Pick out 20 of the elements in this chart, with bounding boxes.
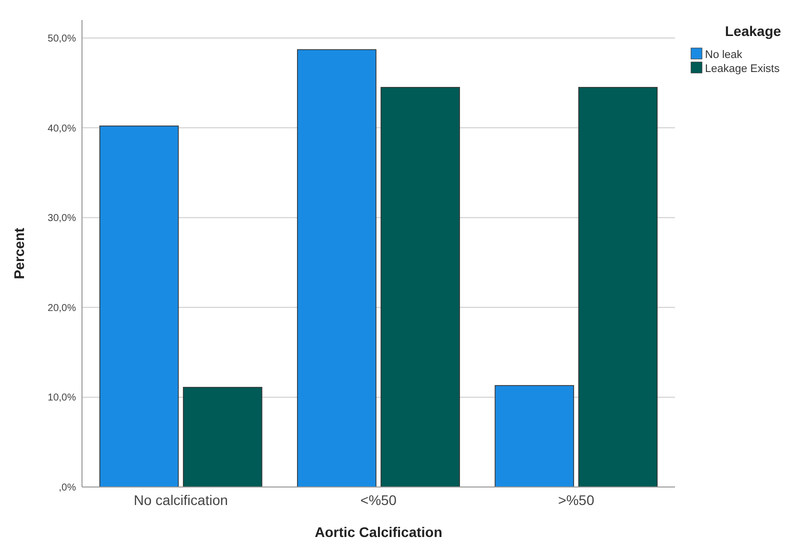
x-tick-label: No calcification — [134, 492, 228, 508]
bar — [494, 385, 574, 488]
y-axis-title: Percent — [11, 227, 27, 280]
y-tick-label: 30,0% — [48, 213, 76, 224]
x-tick-label: >%50 — [558, 492, 594, 508]
legend-title: Leakage — [725, 23, 782, 39]
bar — [578, 86, 658, 488]
bar — [297, 49, 376, 488]
bar — [182, 386, 262, 488]
y-tick-label: 40,0% — [48, 123, 76, 134]
x-tick-label: <%50 — [360, 492, 397, 508]
bar — [380, 86, 460, 488]
y-tick-label: 10,0% — [48, 392, 76, 404]
legend-label: No leak — [705, 49, 743, 61]
x-axis-title: Aortic Calcification — [314, 524, 442, 540]
y-tick-label: ,0% — [58, 482, 76, 494]
legend-label: Leakage Exists — [705, 63, 780, 75]
bar — [99, 126, 179, 488]
y-tick-label: 20,0% — [48, 302, 76, 314]
y-tick-label: 50,0% — [48, 33, 76, 44]
